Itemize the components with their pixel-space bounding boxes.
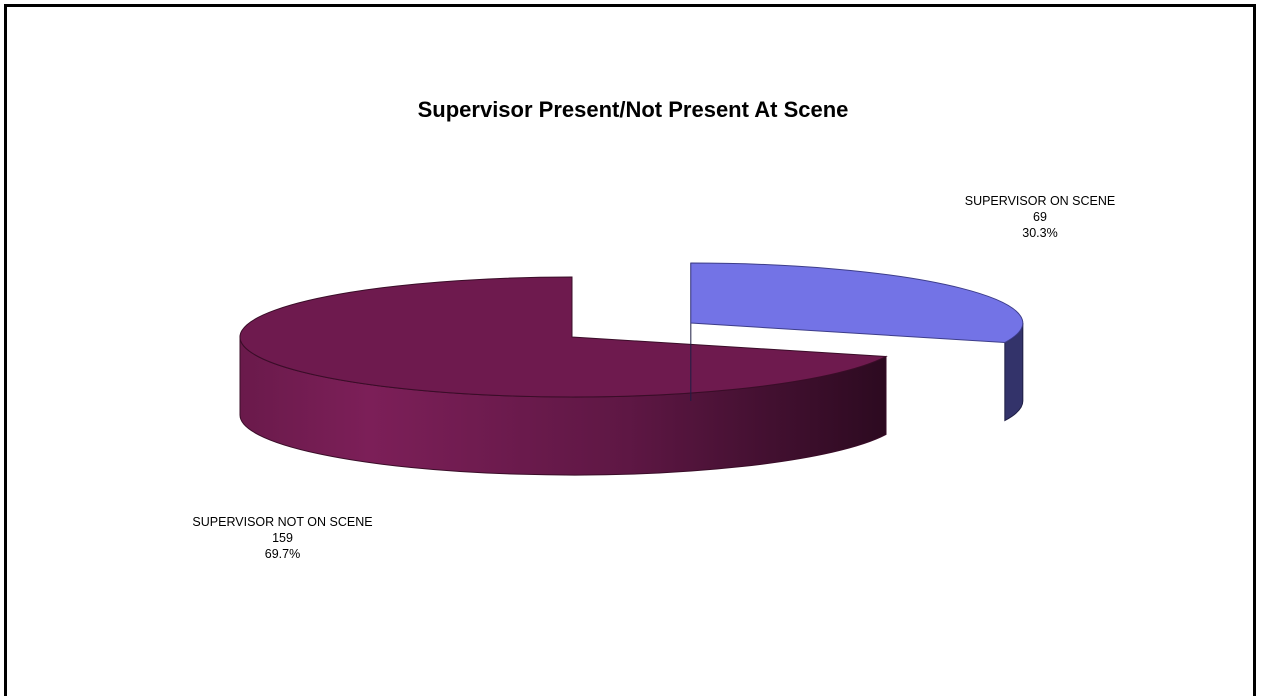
pie-slice-supervisor-not-on-scene xyxy=(239,276,888,476)
slice-value: 159 xyxy=(272,531,293,545)
data-label-supervisor-on-scene: SUPERVISOR ON SCENE 69 30.3% xyxy=(940,193,1140,241)
slice-percent: 30.3% xyxy=(1022,226,1058,240)
slice-label: SUPERVISOR NOT ON SCENE xyxy=(192,515,373,529)
pie-slice-supervisor-on-scene xyxy=(690,262,1024,422)
data-label-supervisor-not-on-scene: SUPERVISOR NOT ON SCENE 159 69.7% xyxy=(160,514,405,562)
slice-label: SUPERVISOR ON SCENE xyxy=(964,194,1116,208)
slice-top-face xyxy=(690,262,1024,344)
slice-top-face xyxy=(239,276,888,398)
chart-title: Supervisor Present/Not Present At Scene xyxy=(417,97,849,122)
slice-value: 69 xyxy=(1033,210,1047,224)
slice-percent: 69.7% xyxy=(264,547,301,561)
